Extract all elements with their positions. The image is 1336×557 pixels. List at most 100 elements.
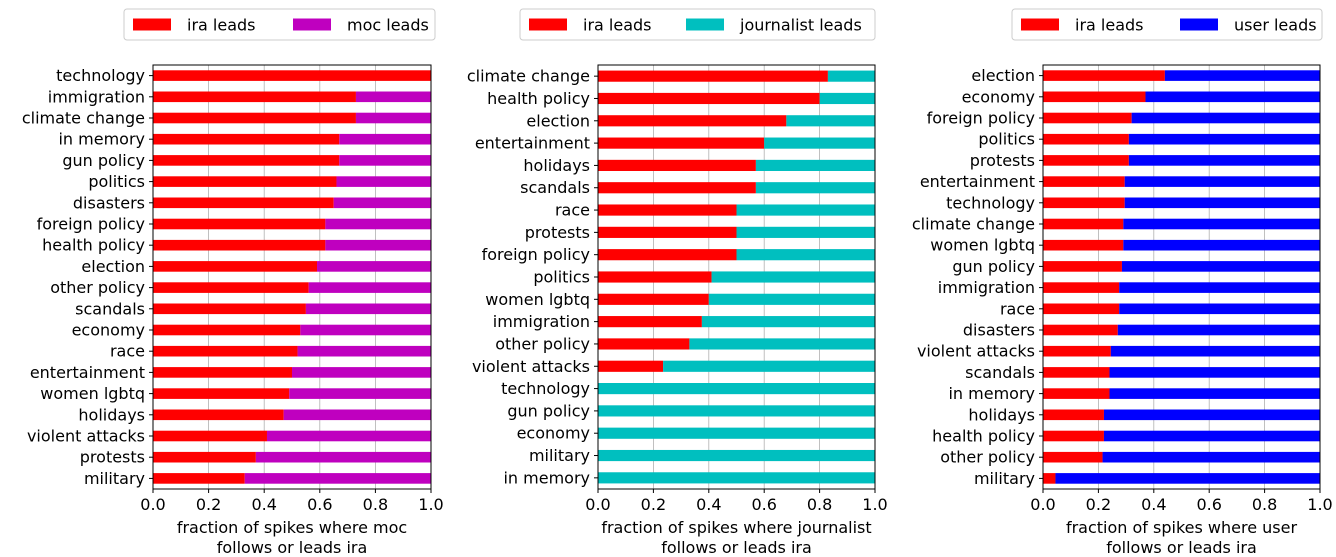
bar-journalist-leads-technology — [598, 383, 875, 395]
bar-ira-leads-election — [153, 261, 318, 272]
y-tick-label: military — [974, 469, 1035, 488]
chart-panel-user: election economy foreign policy politics pro… — [912, 8, 1333, 557]
x-tick-label: 0.2 — [196, 495, 221, 514]
bar-ira-leads-military — [1043, 473, 1056, 484]
x-tick-label: 1.0 — [862, 495, 887, 514]
y-tick-label: entertainment — [30, 363, 145, 382]
y-tick-label: entertainment — [475, 134, 590, 153]
bar-ira-leads-immigration — [1043, 282, 1120, 293]
x-tick-label: 0.8 — [1252, 495, 1277, 514]
bar-ira-leads-disasters — [153, 197, 334, 209]
y-tick-label: violent attacks — [917, 342, 1035, 361]
bar-journalist-leads-economy — [598, 427, 875, 439]
bar-moc-leads-protests — [255, 451, 431, 463]
y-tick-label: in memory — [503, 468, 590, 487]
bar-ira-leads-scandals — [598, 182, 756, 194]
bar-ira-leads-foreign-policy — [1043, 112, 1132, 124]
bar-moc-leads-health-policy — [325, 239, 431, 251]
y-tick-label: economy — [517, 424, 590, 443]
bar-ira-leads-in-memory — [1043, 388, 1110, 399]
legend-frame — [123, 8, 436, 41]
x-tick-label: 1.0 — [418, 495, 443, 514]
bar-ira-leads-race — [153, 345, 298, 357]
legend-label-user-leads: user leads — [1234, 16, 1317, 35]
bar-ira-leads-protests — [598, 226, 737, 238]
x-axis-label-line1: fraction of spikes where moc — [177, 518, 407, 537]
bar-ira-leads-entertainment — [153, 367, 292, 378]
bar-ira-leads-economy — [1043, 91, 1146, 103]
y-tick-label: other policy — [940, 448, 1035, 467]
bar-journalist-leads-scandals — [755, 182, 875, 194]
bar-ira-leads-politics — [598, 271, 712, 283]
bar-ira-leads-health-policy — [153, 239, 326, 251]
bar-journalist-leads-immigration — [701, 316, 875, 328]
y-tick-label: foreign policy — [927, 109, 1035, 128]
bar-moc-leads-election — [317, 261, 431, 272]
x-tick-label: 0.6 — [307, 495, 332, 514]
bar-ira-leads-immigration — [153, 91, 356, 103]
bar-ira-leads-other-policy — [153, 282, 309, 293]
bar-ira-leads-violent-attacks — [598, 360, 664, 372]
y-tick-label: military — [84, 469, 145, 488]
y-tick-label: economy — [72, 321, 145, 340]
y-tick-label: in memory — [58, 130, 145, 149]
x-axis-label-line1: fraction of spikes where journalist — [601, 518, 871, 537]
bar-ira-leads-race — [598, 204, 737, 216]
bar-ira-leads-entertainment — [598, 137, 765, 149]
bar-ira-leads-women-lgbtq — [153, 388, 290, 399]
bar-user-leads-disasters — [1117, 324, 1320, 336]
bar-moc-leads-entertainment — [292, 367, 431, 378]
bar-user-leads-health-policy — [1103, 430, 1320, 442]
x-axis-label-line1: fraction of spikes where user — [1066, 518, 1298, 537]
bar-moc-leads-climate-change — [355, 112, 431, 124]
legend-label-moc-leads: moc leads — [347, 16, 429, 35]
y-tick-label: disasters — [73, 193, 145, 212]
legend-swatch-user-leads — [1180, 18, 1218, 31]
bar-ira-leads-gun-policy — [153, 155, 340, 166]
bar-ira-leads-climate-change — [1043, 218, 1124, 230]
y-tick-label: protests — [80, 448, 145, 467]
y-tick-label: women lgbtq — [485, 290, 590, 309]
x-axis-label-line2: follows or leads ira — [1106, 538, 1257, 557]
y-tick-label: scandals — [75, 299, 145, 318]
bar-ira-leads-violent-attacks — [1043, 345, 1111, 357]
bar-ira-leads-violent-attacks — [153, 430, 267, 442]
y-tick-label: technology — [946, 193, 1035, 212]
bar-user-leads-entertainment — [1124, 176, 1320, 187]
bar-ira-leads-climate-change — [153, 112, 356, 124]
bar-ira-leads-foreign-policy — [153, 218, 326, 230]
bar-ira-leads-holidays — [598, 159, 756, 171]
y-tick-label: scandals — [520, 178, 590, 197]
bar-user-leads-violent-attacks — [1110, 345, 1320, 357]
bar-user-leads-other-policy — [1102, 451, 1320, 463]
y-tick-label: holidays — [78, 405, 145, 424]
legend-swatch-ira-leads — [1021, 18, 1059, 31]
x-axis-label-line2: follows or leads ira — [661, 538, 812, 557]
legend: ira leads user leads — [1011, 8, 1323, 41]
legend-swatch-moc-leads — [293, 18, 331, 31]
x-axis-label-line2: follows or leads ira — [217, 538, 368, 557]
x-tick-label: 0.4 — [696, 495, 721, 514]
y-tick-label: politics — [88, 172, 145, 191]
y-tick-label: entertainment — [920, 172, 1035, 191]
bar-journalist-leads-other-policy — [689, 338, 875, 350]
y-tick-label: race — [555, 201, 590, 220]
bar-moc-leads-politics — [336, 176, 431, 187]
bar-moc-leads-economy — [300, 324, 431, 336]
y-tick-label: election — [971, 66, 1035, 85]
bar-ira-leads-holidays — [153, 409, 284, 421]
legend-label-ira-leads: ira leads — [1075, 16, 1144, 35]
bar-moc-leads-disasters — [333, 197, 431, 209]
y-tick-label: race — [110, 342, 145, 361]
x-tick-label: 0.6 — [751, 495, 776, 514]
x-tick-label: 0.4 — [251, 495, 276, 514]
y-tick-label: climate change — [912, 215, 1035, 234]
y-tick-label: health policy — [487, 89, 590, 108]
bar-journalist-leads-foreign-policy — [736, 249, 875, 261]
x-tick-label: 0.0 — [585, 495, 610, 514]
y-tick-label: in memory — [948, 384, 1035, 403]
legend-swatch-journalist-leads — [686, 18, 724, 31]
bar-journalist-leads-health-policy — [819, 92, 875, 105]
bar-ira-leads-protests — [1043, 155, 1129, 166]
